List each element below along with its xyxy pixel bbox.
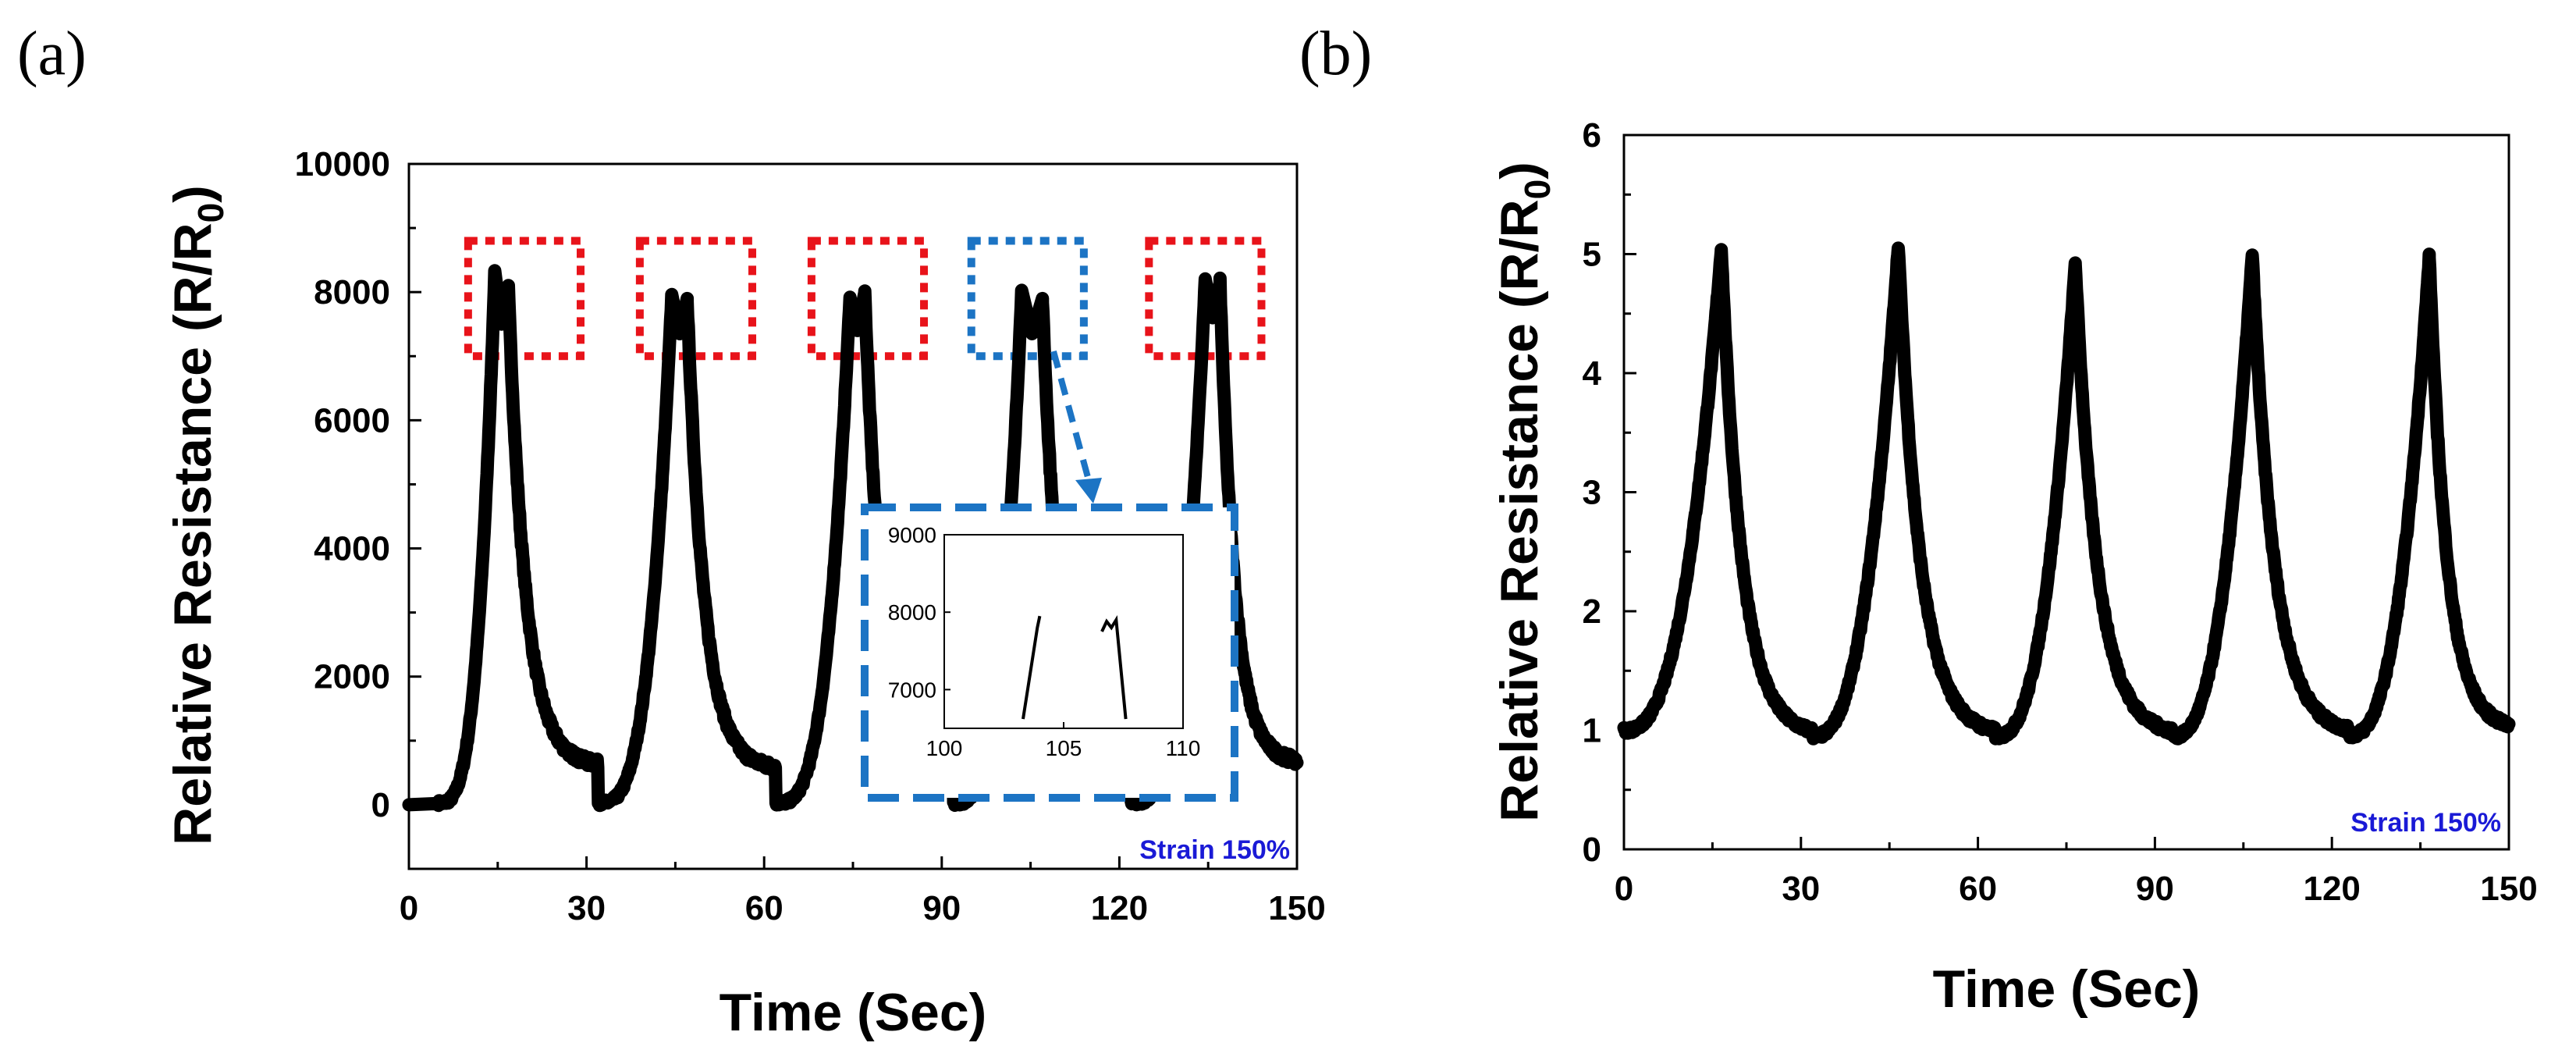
x-tick-label-a: 30	[567, 889, 606, 927]
y-tick-label-b: 2	[1583, 592, 1601, 631]
peak-highlight-box	[464, 237, 585, 361]
y-axis-title-a: Relative Resistance (R/R0)	[163, 185, 231, 845]
y-axis-title-b-sub: 0	[1517, 180, 1558, 200]
y-tick-label-b: 3	[1583, 474, 1601, 512]
inset-x-tick-label: 105	[1046, 736, 1082, 760]
inset-pointer-arrow-icon	[1075, 478, 1102, 504]
y-tick-label-a: 2000	[314, 658, 390, 696]
x-tick-label-a: 0	[400, 889, 418, 927]
x-tick-label-b: 30	[1782, 870, 1820, 908]
inset-series-line	[1100, 614, 1128, 720]
inset-series	[1022, 614, 1128, 720]
x-tick-label-a: 150	[1268, 889, 1325, 927]
y-tick-label-b: 4	[1583, 354, 1602, 393]
chart-a: 0 30 60 90 120 150 0 2000 4000 6000 8000 10000 100…	[163, 145, 1326, 1042]
y-tick-label-b: 0	[1583, 831, 1601, 869]
data-series	[1617, 241, 2516, 746]
inset-series-line	[1022, 615, 1042, 720]
x-axis-a: 0 30 60 90 120 150	[400, 856, 1326, 927]
y-axis-b: 0 1 2 3 4 5 6	[1583, 116, 1636, 869]
y-tick-label-a: 10000	[295, 145, 390, 183]
series-line-b	[1617, 241, 2516, 746]
y-axis-title-b-main: Relative Resistance (R/R	[1490, 199, 1549, 821]
y-axis-title-a-end: )	[163, 185, 222, 203]
y-axis-a: 0 2000 4000 6000 8000 10000	[295, 145, 421, 870]
x-tick-label-b: 120	[2303, 870, 2360, 908]
x-tick-label-b: 0	[1615, 870, 1633, 908]
y-tick-label-a: 4000	[314, 530, 390, 568]
y-axis-title-b-end: )	[1490, 162, 1549, 180]
y-tick-label-a: 8000	[314, 273, 390, 311]
peak-highlight-box	[635, 237, 757, 361]
y-tick-label-b: 1	[1583, 712, 1601, 750]
inset-x-tick-label: 100	[926, 736, 963, 760]
strain-annotation-b: Strain 150%	[2350, 808, 2501, 838]
x-tick-label-a: 120	[1091, 889, 1148, 927]
x-tick-label-b: 150	[2480, 870, 2537, 908]
y-tick-label-b: 6	[1583, 116, 1601, 155]
plot-frame-b	[1622, 133, 2510, 851]
y-tick-label-b: 5	[1583, 236, 1601, 274]
inset-y-tick-label: 7000	[888, 678, 936, 702]
panel-a-label: (a)	[17, 20, 87, 88]
peak-highlight-box	[967, 237, 1088, 361]
strain-annotation-a: Strain 150%	[1139, 835, 1290, 865]
x-tick-label-a: 90	[922, 889, 961, 927]
x-axis-title-a: Time (Sec)	[720, 983, 987, 1042]
inset-axes: 100 105 110 7000 8000 9000	[888, 523, 1201, 760]
x-tick-label-b: 90	[2136, 870, 2174, 908]
y-axis-title-a-main: Relative Resistance (R/R	[163, 222, 222, 845]
x-axis-title-b: Time (Sec)	[1933, 959, 2201, 1019]
inset-x-tick-label: 110	[1166, 736, 1201, 760]
y-axis-title-b: Relative Resistance (R/R0)	[1490, 162, 1558, 822]
inset-y-tick-label: 8000	[888, 600, 936, 625]
panel-b-label: (b)	[1299, 20, 1372, 88]
inset-y-tick-label: 9000	[888, 523, 936, 547]
inset-chart: 100 105 110 7000 8000 9000	[861, 350, 1238, 802]
inset-pointer-line	[1050, 350, 1092, 482]
y-axis-title-a-sub: 0	[190, 203, 231, 223]
inset-frame	[861, 504, 1238, 802]
y-tick-label-a: 0	[371, 786, 390, 824]
x-tick-label-b: 60	[1959, 870, 1997, 908]
x-tick-label-a: 60	[745, 889, 783, 927]
chart-b: 0 30 60 90 120 150 0 1 2 3 4 5 6 Strain 150% Time (…	[1490, 116, 2538, 1019]
x-axis-b: 0 30 60 90 120 150	[1615, 837, 2538, 908]
y-tick-label-a: 6000	[314, 401, 390, 439]
highlight-boxes	[464, 237, 1266, 361]
